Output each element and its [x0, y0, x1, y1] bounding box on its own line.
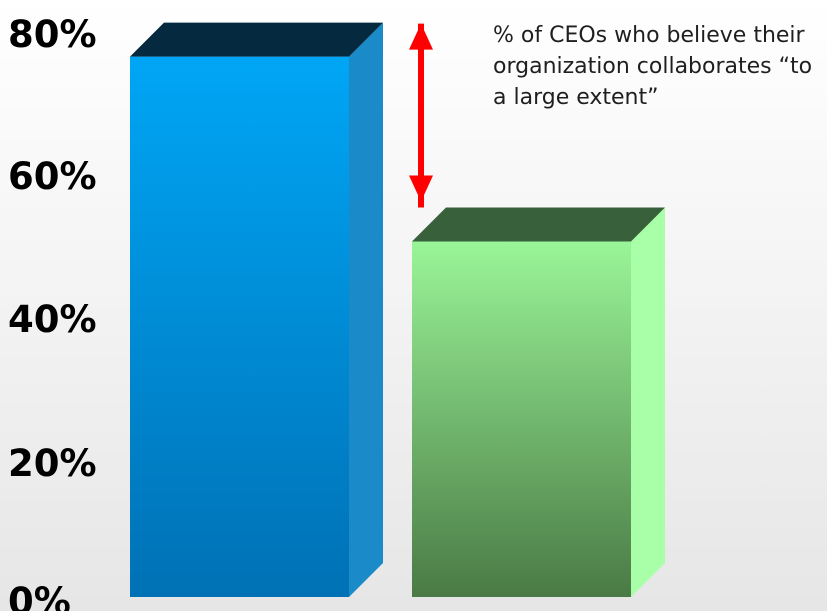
bar-top: [412, 208, 665, 242]
y-tick-label: 80%: [8, 13, 97, 56]
y-tick-label: 60%: [8, 155, 97, 198]
difference-arrow: [409, 24, 433, 208]
bar-top: [130, 23, 383, 57]
annotation-text: % of CEOs who believe their organization…: [493, 20, 823, 113]
bar-front: [412, 242, 631, 598]
y-tick-label: 40%: [8, 298, 97, 341]
bar-2: [412, 208, 665, 598]
y-tick-label: 20%: [8, 442, 97, 485]
y-tick-label: 0%: [8, 580, 71, 611]
y-axis-tick-labels: 0% 20% 40% 60% 80%: [8, 13, 97, 611]
bar-side: [349, 23, 383, 597]
bar-side: [631, 208, 665, 598]
bar-front: [130, 57, 349, 597]
bar-1: [130, 23, 383, 597]
arrowhead-up: [409, 24, 433, 50]
arrowhead-down: [409, 176, 433, 202]
